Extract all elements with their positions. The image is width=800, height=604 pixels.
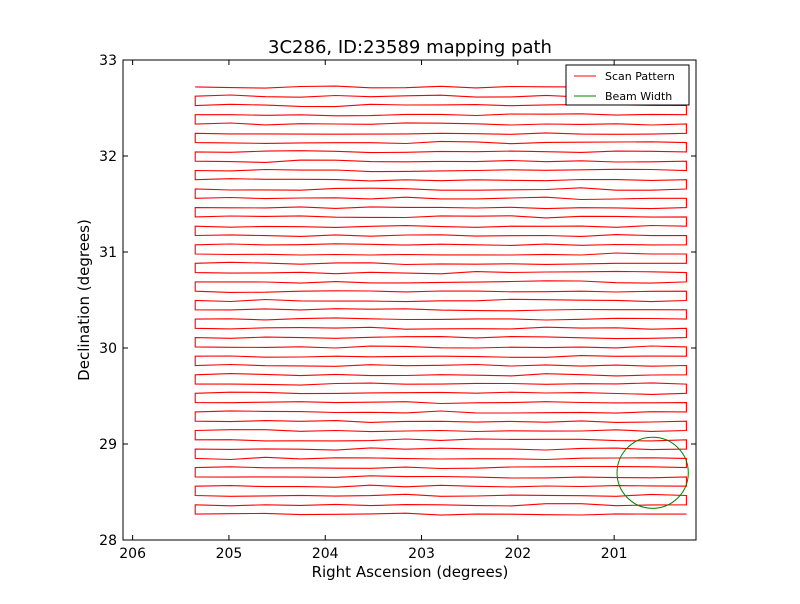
- y-axis-label: Declination (degrees): [75, 219, 93, 381]
- x-tick-label-4: 202: [504, 546, 531, 562]
- x-tick-label-0: 206: [119, 546, 146, 562]
- plot-area: [194, 85, 689, 516]
- series-beam-width-circle: [616, 436, 689, 509]
- y-tick-label-1: 29: [99, 437, 117, 453]
- plot-frame: [122, 59, 697, 541]
- legend: Scan Pattern Beam Width: [565, 64, 690, 106]
- y-tick-label-2: 30: [99, 341, 117, 357]
- chart-title: 3C286, ID:23589 mapping path: [268, 37, 552, 58]
- x-tick-label-5: 201: [601, 546, 628, 562]
- x-axis-label: Right Ascension (degrees): [312, 563, 509, 581]
- legend-label-beam-width: Beam Width: [605, 90, 672, 103]
- y-tick-label-4: 32: [99, 149, 117, 165]
- y-tick-label-0: 28: [99, 533, 117, 549]
- axis-ticks: 206 205 204 203 202 201 28 29 30 31 32 33: [99, 53, 696, 562]
- x-tick-label-1: 205: [216, 546, 243, 562]
- x-tick-label-2: 204: [312, 546, 339, 562]
- legend-box: [565, 64, 690, 106]
- series-scan-pattern-line: [194, 85, 687, 516]
- legend-label-scan-pattern: Scan Pattern: [605, 70, 675, 83]
- x-tick-label-3: 203: [408, 546, 435, 562]
- y-tick-label-5: 33: [99, 53, 117, 69]
- y-tick-label-3: 31: [99, 245, 117, 261]
